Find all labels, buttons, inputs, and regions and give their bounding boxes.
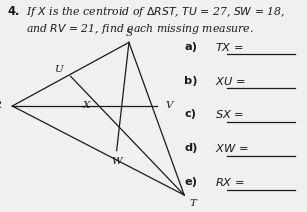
Text: and $RV$ = 21, find each missing measure.: and $RV$ = 21, find each missing measure… [26,22,254,36]
Text: e): e) [184,177,197,187]
Text: d): d) [184,143,198,153]
Text: W: W [111,157,122,166]
Text: a): a) [184,42,197,52]
Text: $XW$ =: $XW$ = [215,142,248,154]
Text: c): c) [184,109,196,120]
Text: $TX$ =: $TX$ = [215,41,243,53]
Text: $SX$ =: $SX$ = [215,109,244,120]
Text: R: R [0,102,1,110]
Text: If $X$ is the centroid of $\Delta$$RST$, $TU$ = 27, $SW$ = 18,: If $X$ is the centroid of $\Delta$$RST$,… [26,5,285,19]
Text: U: U [54,66,63,74]
Text: T: T [190,199,197,208]
Text: S: S [125,29,133,38]
Text: V: V [165,102,173,110]
Text: X: X [82,102,90,110]
Text: 4.: 4. [8,5,20,18]
Text: $RX$ =: $RX$ = [215,176,245,188]
Text: $XU$ =: $XU$ = [215,75,246,86]
Text: b): b) [184,75,198,86]
